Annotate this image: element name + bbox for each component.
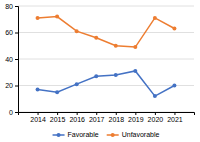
series-point: [94, 74, 98, 78]
y-tick-label: 0: [9, 109, 13, 116]
series-point: [114, 73, 118, 77]
series-line: [38, 71, 175, 96]
y-tick-mark: [15, 112, 18, 113]
x-tick-label: 2019: [128, 116, 144, 123]
grid-line: [18, 6, 194, 7]
x-tick-label: 2020: [148, 116, 164, 123]
y-tick-label: 60: [5, 29, 13, 36]
series-point: [55, 90, 59, 94]
y-tick: 40: [5, 56, 18, 63]
series-point: [172, 84, 176, 88]
x-tick: 2016: [69, 112, 85, 123]
y-tick-label: 20: [5, 82, 13, 89]
series-point: [114, 44, 118, 48]
legend-label: Unfavorable: [122, 131, 160, 138]
y-axis-line: [15, 7, 19, 113]
x-tick-mark: [96, 112, 97, 115]
grid-line: [18, 85, 194, 86]
series-point: [94, 36, 98, 40]
x-tick-mark: [155, 112, 156, 115]
legend-item: Favorable: [53, 131, 99, 138]
y-tick: 20: [5, 82, 18, 89]
series-point: [55, 15, 59, 19]
grid-line: [18, 32, 194, 33]
x-tick: 2017: [89, 112, 105, 123]
series-point: [133, 69, 137, 73]
series-point: [133, 45, 137, 49]
x-tick-mark: [135, 112, 136, 115]
x-tick: 2015: [50, 112, 66, 123]
y-tick-mark: [15, 86, 18, 87]
y-tick-mark: [15, 33, 18, 34]
x-axis-line: [19, 113, 195, 116]
x-tick-label: 2017: [89, 116, 105, 123]
series-point: [36, 16, 40, 20]
x-tick: 2021: [167, 112, 183, 123]
x-axis: 2014 20152016 20172018 2019 20202021: [19, 112, 195, 123]
chart: 0 20 40 60 80 2014 20152016 20172018 2019 2020202…: [0, 0, 200, 142]
x-tick-label: 2014: [30, 116, 46, 123]
series-point: [36, 87, 40, 91]
y-tick-label: 80: [5, 3, 13, 10]
y-tick-label: 40: [5, 56, 13, 63]
y-axis: 0 20 40 60 80: [5, 3, 18, 116]
x-tick-label: 2016: [69, 116, 85, 123]
y-tick-mark: [15, 6, 18, 7]
y-tick-mark: [15, 59, 18, 60]
plot: 0 20 40 60 80 2014 20152016 20172018 2019 2020202…: [5, 3, 194, 123]
x-tick: 2018: [108, 112, 124, 123]
grid: [18, 6, 194, 112]
series-line: [38, 17, 175, 47]
x-tick-mark: [77, 112, 78, 115]
legend-label: Favorable: [68, 131, 99, 138]
series-point: [153, 94, 157, 98]
x-tick: 2019: [128, 112, 144, 123]
x-tick-label: 2021: [167, 116, 183, 123]
series-point: [75, 29, 79, 33]
legend-item: Unfavorable: [107, 131, 160, 138]
series-group: [36, 15, 177, 99]
x-tick-label: 2018: [108, 116, 124, 123]
y-tick: 0: [9, 109, 18, 116]
y-tick: 60: [5, 29, 18, 36]
x-tick: 2014: [30, 112, 46, 123]
series-point: [153, 16, 157, 20]
x-tick-mark: [174, 112, 175, 115]
series-point: [172, 27, 176, 31]
x-tick-label: 2015: [50, 116, 66, 123]
x-tick-mark: [57, 112, 58, 115]
grid-line: [18, 59, 194, 60]
series-point: [75, 82, 79, 86]
x-tick-mark: [38, 112, 39, 115]
y-tick: 80: [5, 3, 18, 10]
legend-marker: [57, 133, 61, 137]
legend-marker: [111, 133, 115, 137]
x-tick-mark: [116, 112, 117, 115]
legend: Favorable Unfavorable: [53, 131, 160, 138]
x-tick: 2020: [148, 112, 164, 123]
